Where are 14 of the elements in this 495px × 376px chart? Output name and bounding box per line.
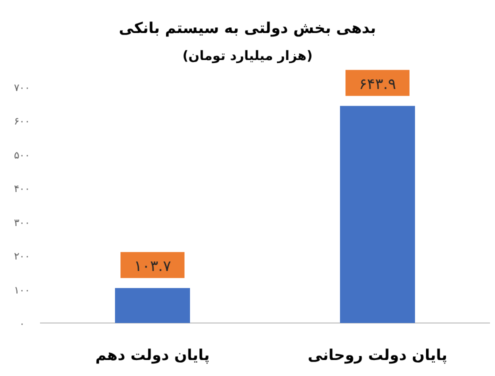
y-tick-label: ۵۰۰ bbox=[14, 150, 30, 162]
y-tick-label: ۶۰۰ bbox=[14, 116, 30, 128]
x-tick-label: پایان دولت روحانی bbox=[308, 346, 448, 364]
y-tick-label: ۷۰۰ bbox=[14, 83, 30, 94]
chart-subtitle: (هزار میلیارد تومان) bbox=[182, 49, 313, 64]
y-tick-label: ۳۰۰ bbox=[14, 218, 30, 229]
data-label: ۱۰۳.۷ bbox=[134, 257, 171, 276]
data-label: ۶۴۳.۹ bbox=[359, 74, 396, 93]
chart-title: بدهی بخش دولتی به سیستم بانکی bbox=[118, 19, 376, 37]
y-tick-label: ۰ bbox=[19, 319, 25, 330]
y-tick-label: ۲۰۰ bbox=[14, 252, 30, 263]
y-tick-label: ۱۰۰ bbox=[14, 285, 30, 296]
x-tick-label: پایان دولت دهم bbox=[95, 346, 210, 364]
y-tick-label: ۴۰۰ bbox=[14, 184, 30, 196]
